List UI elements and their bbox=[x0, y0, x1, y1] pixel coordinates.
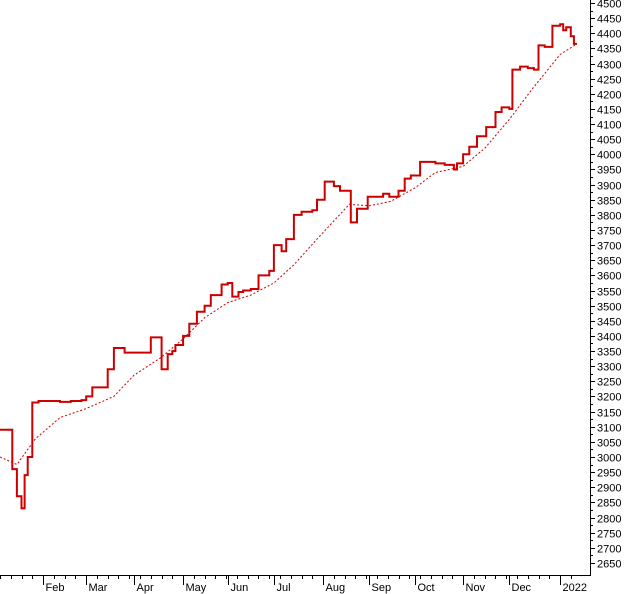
y-tick-label: 3050 bbox=[597, 438, 621, 450]
x-tick-label: Jun bbox=[231, 582, 249, 594]
y-tick-label: 2900 bbox=[597, 483, 621, 495]
y-tick-label: 3250 bbox=[597, 377, 621, 389]
y-tick-label: 4150 bbox=[597, 105, 621, 117]
series-layer bbox=[0, 23, 578, 510]
y-tick-label: 2650 bbox=[597, 559, 621, 571]
y-tick-label: 3100 bbox=[597, 423, 621, 435]
x-axis-ticks: Feb Mar Apr May Jun Jul Aug Sep Oct Nov Dec 2022 bbox=[0, 575, 587, 594]
y-tick-label: 3450 bbox=[597, 317, 621, 329]
y-tick-label: 3700 bbox=[597, 241, 621, 253]
y-tick-label: 4450 bbox=[597, 14, 621, 26]
y-tick-label: 3900 bbox=[597, 181, 621, 193]
y-tick-label: 3400 bbox=[597, 332, 621, 344]
y-axis-ticks: 2650 2700 2750 2800 2850 2900 2950 3000 3050 3100… bbox=[590, 0, 621, 571]
y-tick-label: 4250 bbox=[597, 75, 621, 87]
y-tick-label: 2800 bbox=[597, 514, 621, 526]
x-tick-label: Jul bbox=[277, 582, 291, 594]
y-tick-label: 3500 bbox=[597, 302, 621, 314]
y-tick-label: 4400 bbox=[597, 29, 621, 41]
y-tick-label: 3550 bbox=[597, 287, 621, 299]
y-tick-label: 2750 bbox=[597, 529, 621, 541]
y-tick-label: 2950 bbox=[597, 468, 621, 480]
y-tick-label: 4350 bbox=[597, 44, 621, 56]
y-tick-label: 3000 bbox=[597, 453, 621, 465]
y-tick-label: 3750 bbox=[597, 226, 621, 238]
x-tick-label: May bbox=[186, 582, 207, 594]
y-tick-label: 4050 bbox=[597, 135, 621, 147]
y-tick-label: 3650 bbox=[597, 256, 621, 268]
y-tick-label: 3800 bbox=[597, 211, 621, 223]
y-tick-label: 4200 bbox=[597, 90, 621, 102]
y-tick-label: 3150 bbox=[597, 408, 621, 420]
y-tick-label: 4100 bbox=[597, 120, 621, 132]
price-line bbox=[0, 23, 577, 510]
y-tick-label: 3350 bbox=[597, 347, 621, 359]
x-tick-label: Mar bbox=[89, 582, 108, 594]
x-tick-label: Apr bbox=[137, 582, 154, 594]
y-tick-label: 3300 bbox=[597, 362, 621, 374]
y-tick-label: 4500 bbox=[597, 0, 621, 11]
moving-average-line bbox=[0, 43, 578, 466]
x-tick-label: Nov bbox=[466, 582, 486, 594]
y-tick-label: 2700 bbox=[597, 544, 621, 556]
y-tick-label: 3600 bbox=[597, 271, 621, 283]
x-tick-label: 2022 bbox=[563, 582, 587, 594]
x-tick-label: Feb bbox=[46, 582, 65, 594]
y-tick-label: 4000 bbox=[597, 150, 621, 162]
x-tick-label: Oct bbox=[418, 582, 435, 594]
x-tick-label: Sep bbox=[372, 582, 392, 594]
x-tick-label: Dec bbox=[512, 582, 532, 594]
y-tick-label: 3850 bbox=[597, 196, 621, 208]
y-tick-label: 4300 bbox=[597, 60, 621, 72]
y-tick-label: 3950 bbox=[597, 165, 621, 177]
y-tick-label: 3200 bbox=[597, 392, 621, 404]
x-tick-label: Aug bbox=[326, 582, 346, 594]
y-tick-label: 2850 bbox=[597, 498, 621, 510]
